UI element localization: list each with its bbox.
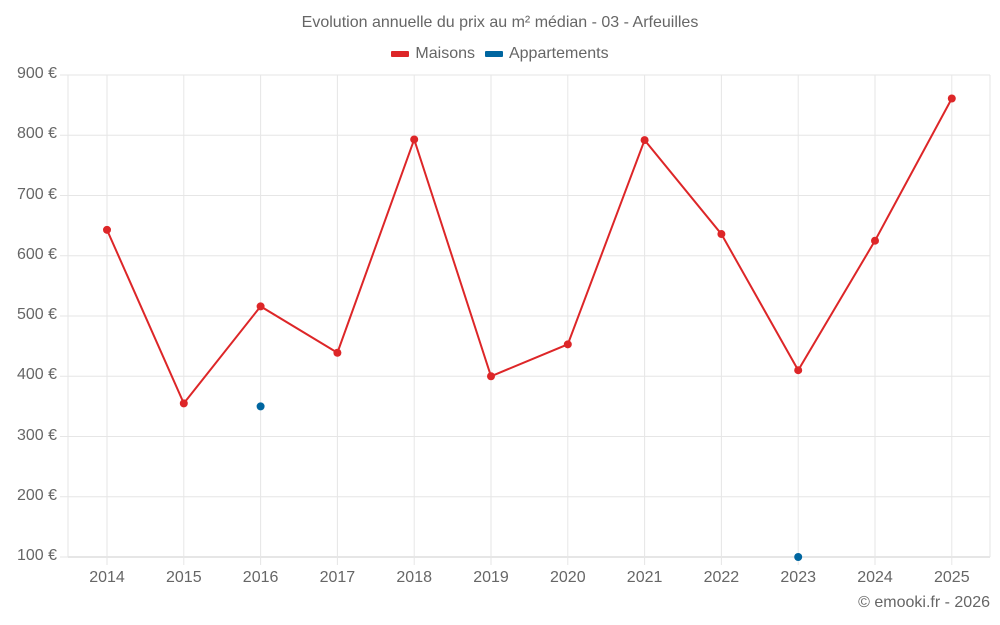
x-tick-label: 2020: [550, 569, 586, 586]
x-tick-label: 2023: [780, 569, 816, 586]
series-line: [106, 98, 953, 406]
data-point[interactable]: [256, 402, 265, 411]
x-tick-label: 2024: [857, 569, 893, 586]
data-point[interactable]: [794, 553, 803, 561]
y-tick-label: 700 €: [16, 185, 57, 203]
data-point[interactable]: [256, 302, 265, 311]
data-point[interactable]: [794, 366, 803, 375]
chart-title: Evolution annuelle du prix au m² médian …: [301, 14, 699, 31]
data-point[interactable]: [410, 135, 419, 144]
data-point[interactable]: [640, 136, 649, 145]
y-tick-label: 600 €: [16, 245, 57, 263]
x-tick-label: 2015: [166, 569, 202, 586]
y-tick-label: 200 €: [16, 486, 57, 504]
legend-label-maisons: Maisons: [415, 45, 475, 62]
y-tick-label: 900 €: [16, 65, 57, 82]
x-tick-label: 2014: [89, 569, 125, 586]
gridlines: [60, 74, 991, 565]
x-tick-label: 2018: [396, 569, 432, 586]
y-tick-label: 100 €: [16, 547, 57, 564]
data-point[interactable]: [563, 340, 572, 349]
credits[interactable]: © emooki.fr - 2026: [858, 594, 990, 611]
x-tick-label: 2021: [626, 569, 663, 586]
y-tick-label: 400 €: [16, 366, 57, 384]
x-tick-label: 2022: [703, 569, 740, 586]
legend-label-appartements: Appartements: [508, 45, 609, 62]
y-tick-label: 300 €: [16, 426, 57, 444]
data-point[interactable]: [487, 372, 495, 381]
data-point[interactable]: [103, 225, 111, 234]
y-tick-label: 800 €: [16, 125, 57, 143]
data-point[interactable]: [871, 236, 879, 245]
legend-item-maisons[interactable]: Maisons: [391, 45, 475, 63]
y-tick-label: 500 €: [16, 306, 57, 323]
data-point[interactable]: [179, 399, 188, 408]
data-point[interactable]: [947, 94, 956, 103]
x-tick-label: 2016: [242, 569, 279, 586]
legend: Maisons Appartements: [0, 45, 1000, 63]
data-point[interactable]: [333, 348, 342, 357]
legend-swatch-maisons: [391, 51, 410, 57]
x-tick-label: 2017: [319, 569, 356, 586]
series-layer: [103, 94, 956, 561]
x-tick-label: 2025: [934, 569, 970, 586]
x-tick-label: 2019: [473, 569, 509, 586]
data-point[interactable]: [717, 230, 726, 239]
legend-item-appartements[interactable]: Appartements: [484, 45, 609, 63]
legend-swatch-appartements: [484, 51, 503, 57]
